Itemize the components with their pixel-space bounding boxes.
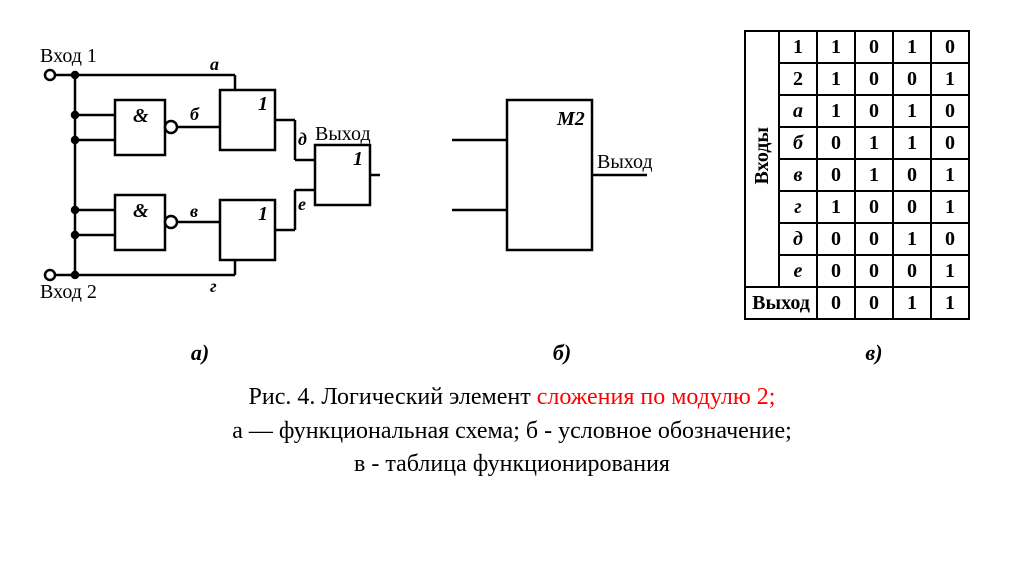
wire-d: д <box>298 129 307 149</box>
figure-container: Вход 1 Вход 2 & & 1 1 1 а б в г д е Выхо… <box>20 20 1004 482</box>
sublabel-b: б) <box>553 340 571 365</box>
truth-cell: 1 <box>855 159 893 191</box>
truth-cell: 0 <box>817 255 855 287</box>
schematic-svg: Вход 1 Вход 2 & & 1 1 1 а б в г д е Выхо… <box>20 30 380 310</box>
truth-cell: 0 <box>817 159 855 191</box>
truth-cell: 1 <box>855 127 893 159</box>
caption: Рис. 4. Логический элемент сложения по м… <box>232 381 792 482</box>
figure-b: M2 Выход <box>432 30 692 315</box>
caption-line3: в - таблица функционирования <box>232 448 792 482</box>
truth-cell: 0 <box>855 63 893 95</box>
row-label: г <box>779 191 817 223</box>
truth-cell: 0 <box>817 127 855 159</box>
truth-cell: 1 <box>817 191 855 223</box>
sublabel-c: в) <box>865 340 882 365</box>
wire-v: в <box>190 201 198 221</box>
wire-e: е <box>298 194 306 214</box>
wire-g: г <box>210 276 217 296</box>
truth-cell: 1 <box>817 63 855 95</box>
m2-label: M2 <box>556 108 585 130</box>
truth-cell: 1 <box>893 31 931 63</box>
truth-cell: 1 <box>931 191 969 223</box>
caption-line1-red: сложения по модулю 2; <box>537 384 776 410</box>
truth-cell: 1 <box>817 95 855 127</box>
caption-line1-black: Рис. 4. Логический элемент <box>249 384 537 410</box>
sub-labels: а) б) в) <box>20 340 1004 366</box>
or1-label: 1 <box>258 93 268 115</box>
truth-cell: 0 <box>893 191 931 223</box>
and1-label: & <box>133 105 149 127</box>
truth-cell: 0 <box>931 127 969 159</box>
truth-cell: 0 <box>893 63 931 95</box>
truth-cell: 0 <box>855 95 893 127</box>
truth-cell: 0 <box>855 31 893 63</box>
figures-row: Вход 1 Вход 2 & & 1 1 1 а б в г д е Выхо… <box>20 30 1004 320</box>
wire-a: а <box>210 54 219 74</box>
sublabel-a: а) <box>191 340 209 365</box>
truth-cell: 0 <box>855 191 893 223</box>
inputs-side-header: Входы <box>745 31 779 287</box>
truth-cell: 1 <box>893 223 931 255</box>
figure-c: Входы1101021001а1010б0110в0101г1001д0010… <box>744 30 1004 320</box>
truth-cell: 1 <box>893 287 931 319</box>
truth-cell: 0 <box>931 31 969 63</box>
truth-cell: 1 <box>817 31 855 63</box>
truth-cell: 0 <box>855 287 893 319</box>
truth-table: Входы1101021001а1010б0110в0101г1001д0010… <box>744 30 970 320</box>
truth-cell: 1 <box>931 159 969 191</box>
caption-line2: а — функциональная схема; б - условное о… <box>232 415 792 449</box>
truth-cell: 0 <box>817 287 855 319</box>
or3-label: 1 <box>353 148 363 170</box>
and2-label: & <box>133 200 149 222</box>
truth-cell: 1 <box>893 127 931 159</box>
truth-cell: 0 <box>893 255 931 287</box>
truth-cell: 1 <box>893 95 931 127</box>
figB-output-label: Выход <box>597 151 652 173</box>
truth-cell: 1 <box>931 63 969 95</box>
truth-cell: 0 <box>817 223 855 255</box>
row-label: в <box>779 159 817 191</box>
truth-cell: 1 <box>931 287 969 319</box>
wire-b: б <box>190 104 200 124</box>
figA-output-label: Выход <box>315 123 371 145</box>
truth-cell: 0 <box>931 223 969 255</box>
row-label: а <box>779 95 817 127</box>
truth-cell: 0 <box>855 255 893 287</box>
truth-cell: 1 <box>931 255 969 287</box>
truth-cell: 0 <box>893 159 931 191</box>
output-row-label: Выход <box>745 287 817 319</box>
row-label: 1 <box>779 31 817 63</box>
row-label: 2 <box>779 63 817 95</box>
input2-label: Вход 2 <box>40 281 97 303</box>
truth-cell: 0 <box>855 223 893 255</box>
row-label: б <box>779 127 817 159</box>
row-label: е <box>779 255 817 287</box>
truth-cell: 0 <box>931 95 969 127</box>
input1-label: Вход 1 <box>40 45 97 67</box>
figure-a: Вход 1 Вход 2 & & 1 1 1 а б в г д е Выхо… <box>20 30 380 315</box>
row-label: д <box>779 223 817 255</box>
or2-label: 1 <box>258 203 268 225</box>
symbol-svg: M2 Выход <box>432 30 652 310</box>
